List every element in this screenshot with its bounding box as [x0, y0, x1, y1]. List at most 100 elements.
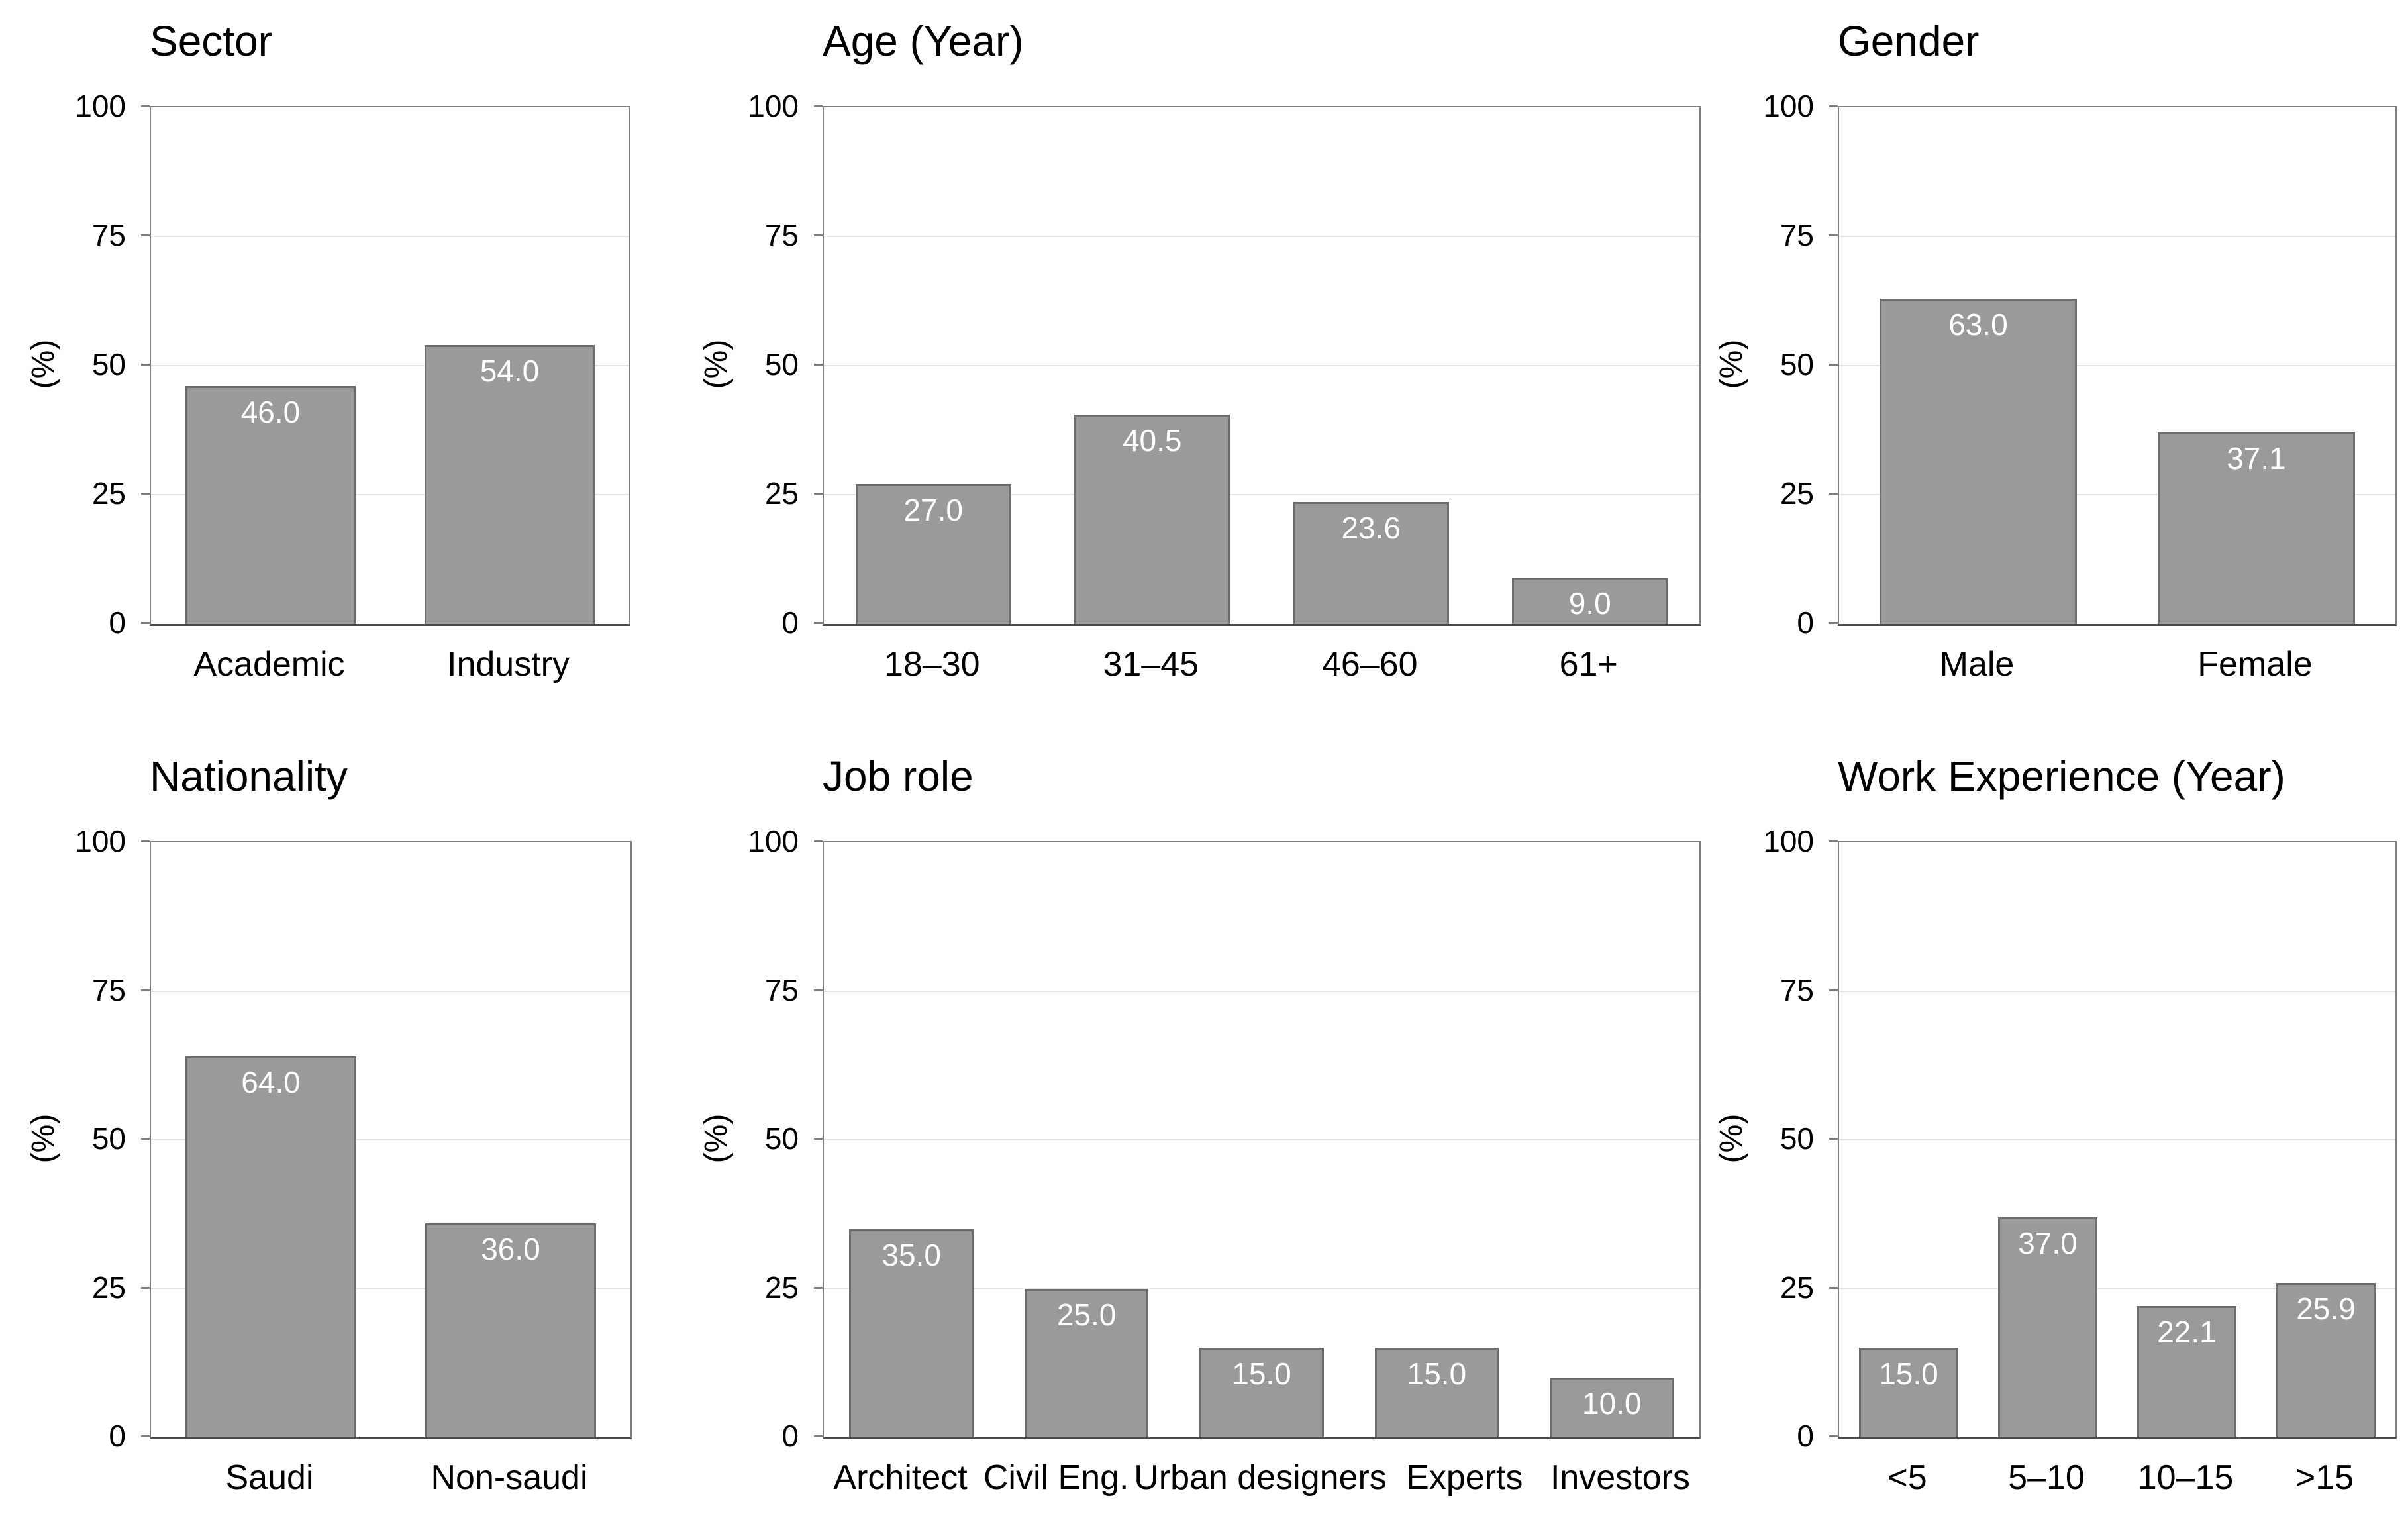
- gridline: [151, 1288, 630, 1289]
- bar->15: 25.9: [2276, 1283, 2376, 1437]
- bar-Civil Eng.: 25.0: [1024, 1288, 1149, 1437]
- x-category-label: Urban designers: [1134, 1458, 1387, 1497]
- y-tick-mark: [814, 105, 823, 107]
- x-category-label: Experts: [1406, 1458, 1523, 1497]
- x-category-label: Investors: [1550, 1458, 1690, 1497]
- gridline: [824, 236, 1699, 237]
- y-tick-label: 100: [75, 89, 126, 123]
- x-category-label: 5–10: [2008, 1458, 2085, 1497]
- bar-slot: 27.0: [824, 107, 1043, 624]
- y-tick-label: 25: [91, 1270, 126, 1305]
- bar-value-label: 36.0: [481, 1231, 540, 1266]
- bar-slots: 15.0 37.0 22.1 25.9: [1839, 842, 2395, 1437]
- x-category-label: <5: [1887, 1458, 1927, 1497]
- x-axis-labels: Academic Industry: [150, 645, 628, 683]
- y-tick-label: 75: [764, 218, 799, 252]
- gridline: [824, 1288, 1699, 1289]
- gridline: [824, 365, 1699, 366]
- bar-slot: 46.0: [151, 107, 390, 624]
- bar-value-label: 37.0: [2018, 1225, 2078, 1260]
- gridline: [151, 236, 629, 237]
- y-tick-mark: [141, 364, 150, 366]
- y-tick-mark: [1829, 622, 1838, 624]
- bar-slot: 54.0: [390, 107, 629, 624]
- y-tick-mark: [1829, 1138, 1838, 1140]
- y-tick-label: 75: [91, 972, 126, 1007]
- x-category-label: 31–45: [1103, 645, 1199, 683]
- y-tick-label: 100: [1763, 89, 1814, 123]
- y-tick-mark: [1829, 1435, 1838, 1437]
- y-tick-mark: [814, 840, 823, 842]
- bar-slots: 27.0 40.5 23.6 9.0: [824, 107, 1699, 624]
- y-tick-mark: [814, 234, 823, 236]
- bar-value-label: 37.1: [2227, 440, 2286, 476]
- gridline: [151, 1139, 630, 1140]
- y-tick-mark: [141, 105, 150, 107]
- bar-value-label: 63.0: [1948, 307, 2008, 342]
- x-category-label: Academic: [193, 645, 345, 683]
- bar-value-label: 25.0: [1056, 1297, 1117, 1332]
- y-tick-label: 50: [91, 1121, 126, 1156]
- x-category-label: 10–15: [2137, 1458, 2234, 1497]
- y-tick-label: 75: [1780, 972, 1814, 1007]
- y-tick-label: 25: [1780, 476, 1814, 511]
- gridline: [151, 990, 630, 992]
- chart-title: Work Experience (Year): [1838, 752, 2285, 800]
- x-axis-labels: 18–30 31–45 46–60 61+: [823, 645, 1698, 683]
- bar-slots: 46.0 54.0: [151, 107, 629, 624]
- y-tick-mark: [814, 1138, 823, 1140]
- gridline: [1839, 236, 2395, 237]
- y-tick-mark: [814, 1286, 823, 1289]
- bar-value-label: 46.0: [240, 395, 301, 430]
- x-category-label: Industry: [447, 645, 570, 683]
- x-category-label: Civil Eng.: [983, 1458, 1129, 1497]
- bar-value-label: 25.9: [2296, 1291, 2356, 1327]
- bar-31–45: 40.5: [1074, 415, 1230, 624]
- y-tick-label: 0: [109, 605, 126, 640]
- bar-value-label: 64.0: [241, 1065, 301, 1100]
- y-tick-label: 0: [781, 1419, 799, 1453]
- bar-slot: 15.0: [1174, 842, 1349, 1437]
- y-tick-label: 25: [764, 1270, 799, 1305]
- y-tick-label: 50: [1780, 1121, 1814, 1156]
- plot-area: 27.0 40.5 23.6 9.0: [823, 106, 1701, 626]
- x-category-label: 61+: [1559, 645, 1618, 683]
- y-tick-mark: [1829, 364, 1838, 366]
- y-tick-label: 0: [109, 1419, 126, 1453]
- bar-Female: 37.1: [2157, 432, 2356, 624]
- bar-slot: 37.0: [1978, 842, 2117, 1437]
- bar-Urban designers: 15.0: [1199, 1348, 1324, 1437]
- bar-slot: 10.0: [1525, 842, 1699, 1437]
- bar-slot: 64.0: [151, 842, 391, 1437]
- y-tick-label: 25: [1780, 1270, 1814, 1305]
- y-tick-mark: [814, 493, 823, 495]
- y-tick-mark: [814, 622, 823, 624]
- bar-5–10: 37.0: [1998, 1217, 2097, 1437]
- bar-slot: 63.0: [1839, 107, 2117, 624]
- bar-value-label: 22.1: [2157, 1314, 2217, 1349]
- bar-Saudi: 64.0: [185, 1056, 356, 1437]
- bar-18–30: 27.0: [855, 484, 1011, 624]
- y-tick-mark: [1829, 493, 1838, 495]
- bar-Academic: 46.0: [185, 386, 356, 624]
- bar-slot: 37.1: [2117, 107, 2395, 624]
- plot-area: 46.0 54.0: [150, 106, 630, 626]
- bar-value-label: 27.0: [903, 493, 963, 528]
- chart-title: Sector: [150, 17, 272, 65]
- x-category-label: Saudi: [225, 1458, 314, 1497]
- bar-slot: 25.0: [999, 842, 1174, 1437]
- y-tick-label: 50: [764, 1121, 799, 1156]
- y-tick-label: 75: [1780, 218, 1814, 252]
- bar-slot: 36.0: [391, 842, 630, 1437]
- y-tick-label: 75: [764, 972, 799, 1007]
- bar-value-label: 15.0: [1232, 1356, 1291, 1391]
- chart-title: Gender: [1838, 17, 1980, 65]
- y-tick-mark: [814, 364, 823, 366]
- x-category-label: Non-saudi: [430, 1458, 588, 1497]
- bar-Male: 63.0: [1879, 298, 2078, 624]
- plot-area: 15.0 37.0 22.1 25.9: [1838, 841, 2397, 1439]
- plot-area: 64.0 36.0: [150, 841, 632, 1439]
- bar-value-label: 40.5: [1122, 423, 1182, 458]
- y-tick-mark: [814, 989, 823, 991]
